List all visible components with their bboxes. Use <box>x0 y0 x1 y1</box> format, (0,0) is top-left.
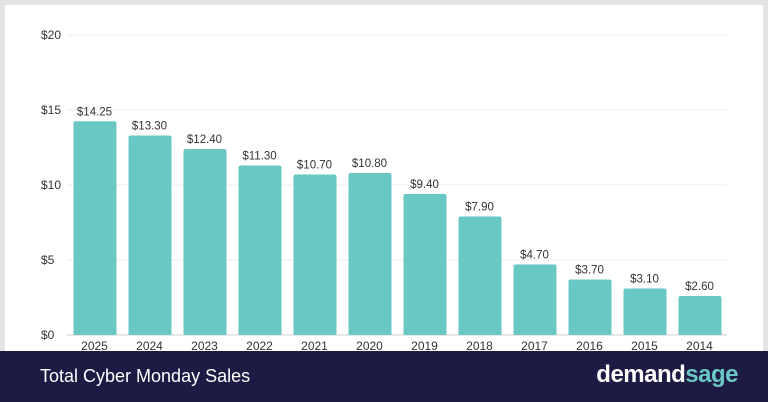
x-tick-label: 2023 <box>191 339 218 353</box>
data-label: $13.30 <box>132 121 167 133</box>
bar-2016 <box>568 279 612 335</box>
chart-title: Total Cyber Monday Sales <box>40 366 251 386</box>
data-label: $9.40 <box>410 179 439 191</box>
y-tick-label: $10 <box>41 178 61 192</box>
data-label: $7.90 <box>465 202 494 214</box>
x-tick-label: 2024 <box>136 339 163 353</box>
data-label: $10.70 <box>297 160 332 172</box>
x-tick-label: 2022 <box>246 339 273 353</box>
bar-2023 <box>183 149 227 335</box>
data-label: $3.70 <box>575 265 604 277</box>
brand-logo-part1: demand <box>596 361 686 388</box>
y-tick-label: $15 <box>41 103 61 117</box>
x-tick-label: 2020 <box>356 339 383 353</box>
brand-logo-part2: sage <box>685 361 738 388</box>
bar-2024 <box>128 135 172 335</box>
x-tick-label: 2018 <box>466 339 493 353</box>
x-tick-label: 2019 <box>411 339 438 353</box>
y-tick-label: $0 <box>41 328 55 342</box>
data-label: $14.25 <box>77 106 112 118</box>
bar-2025 <box>73 121 117 335</box>
x-tick-label: 2021 <box>301 339 328 353</box>
bar-2019 <box>403 194 447 335</box>
bar-2015 <box>623 288 667 335</box>
bar-2017 <box>513 264 557 335</box>
y-tick-label: $20 <box>41 28 61 42</box>
bar-2020 <box>348 173 392 335</box>
x-tick-label: 2016 <box>576 339 603 353</box>
data-label: $4.70 <box>520 250 549 262</box>
brand-logo: demandsage <box>596 361 738 389</box>
data-label: $10.80 <box>352 158 387 170</box>
data-label: $3.10 <box>630 274 659 286</box>
x-tick-label: 2025 <box>81 339 108 353</box>
bar-2022 <box>238 165 282 335</box>
data-label: $12.40 <box>187 134 222 146</box>
data-label: $11.30 <box>242 151 276 163</box>
x-tick-label: 2017 <box>521 339 548 353</box>
footer-bar: Total Cyber Monday Sales demandsage <box>0 351 768 402</box>
x-tick-label: 2015 <box>631 339 658 353</box>
bar-2018 <box>458 216 502 335</box>
bar-2021 <box>293 174 337 335</box>
bar-2014 <box>678 296 722 335</box>
data-label: $2.60 <box>685 281 714 293</box>
bar-chart: $0 $5 $10 $15 $20 $14.25 2025 $13.30 2024 $12.40 2… <box>41 28 727 353</box>
x-tick-label: 2014 <box>686 339 713 353</box>
y-tick-label: $5 <box>41 253 55 267</box>
